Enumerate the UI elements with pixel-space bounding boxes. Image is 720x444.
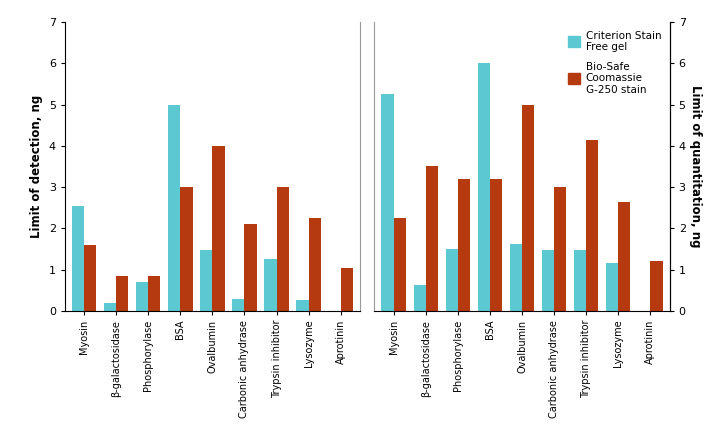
Bar — [245, 224, 257, 311]
Bar — [341, 267, 353, 311]
Bar — [650, 262, 662, 311]
Bar — [554, 187, 566, 311]
Bar — [413, 285, 426, 311]
Y-axis label: Limit of quantitation, ng: Limit of quantitation, ng — [690, 85, 703, 248]
Bar — [586, 140, 598, 311]
Bar — [148, 276, 161, 311]
Bar — [72, 206, 84, 311]
Bar — [180, 187, 192, 311]
Bar — [136, 282, 148, 311]
Bar — [309, 218, 321, 311]
Bar — [116, 276, 128, 311]
Bar — [84, 245, 96, 311]
Bar — [606, 263, 618, 311]
Bar — [394, 218, 406, 311]
Bar — [233, 299, 245, 311]
Y-axis label: Limit of detection, ng: Limit of detection, ng — [30, 95, 43, 238]
Legend: Criterion Stain
Free gel, Bio-Safe
Coomassie
G-250 stain: Criterion Stain Free gel, Bio-Safe Cooma… — [564, 28, 665, 98]
Bar — [510, 244, 522, 311]
Bar — [297, 301, 309, 311]
Bar — [212, 146, 225, 311]
Bar — [478, 63, 490, 311]
Bar — [264, 259, 276, 311]
Bar — [426, 166, 438, 311]
Bar — [542, 250, 554, 311]
Bar — [446, 249, 458, 311]
Bar — [382, 95, 394, 311]
Bar — [574, 250, 586, 311]
Bar — [104, 303, 116, 311]
Bar — [200, 250, 212, 311]
Bar — [618, 202, 631, 311]
Bar — [276, 187, 289, 311]
Bar — [522, 105, 534, 311]
Bar — [168, 105, 180, 311]
Bar — [490, 179, 502, 311]
Bar — [458, 179, 470, 311]
